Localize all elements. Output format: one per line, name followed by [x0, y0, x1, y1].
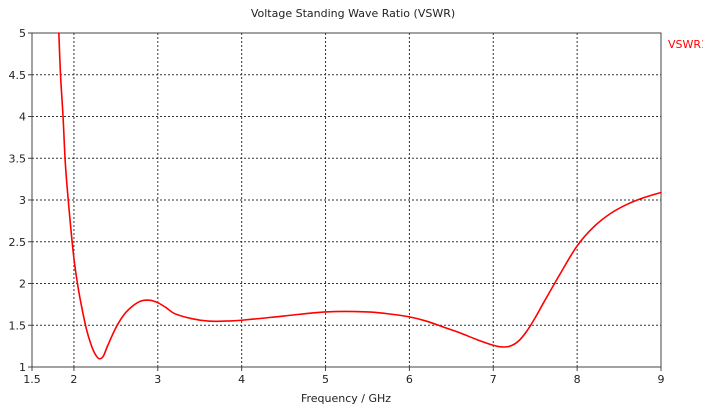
series-line-vswr1	[58, 32, 662, 360]
y-tick-label: 1	[19, 361, 26, 374]
x-tick-label: 3	[154, 373, 161, 386]
x-tick-label: 8	[574, 373, 581, 386]
grid-lines	[32, 33, 661, 367]
series-layer	[58, 32, 662, 360]
x-tick-label: 5	[322, 373, 329, 386]
x-tick-label: 4	[238, 373, 245, 386]
y-tick-label: 2.5	[9, 236, 27, 249]
y-tick-label: 1.5	[9, 319, 27, 332]
y-tick-label: 2	[19, 278, 26, 291]
x-tick-label: 9	[658, 373, 665, 386]
y-tick-label: 4	[19, 111, 26, 124]
legend-entry-vswr1: VSWR1	[668, 38, 703, 51]
axis-ticks: 1.5 2 3 4 5 6 7 8 911.522.533.544.55	[9, 27, 665, 386]
y-tick-label: 4.5	[9, 69, 27, 82]
y-tick-label: 5	[19, 27, 26, 40]
x-axis-label: Frequency / GHz	[301, 392, 391, 405]
x-tick-label: 1.5	[23, 373, 41, 386]
y-tick-label: 3.5	[9, 152, 27, 165]
x-tick-label: 2	[70, 373, 77, 386]
x-tick-label: 7	[490, 373, 497, 386]
chart-title: Voltage Standing Wave Ratio (VSWR)	[251, 7, 455, 20]
y-tick-label: 3	[19, 194, 26, 207]
x-tick-label: 6	[406, 373, 413, 386]
